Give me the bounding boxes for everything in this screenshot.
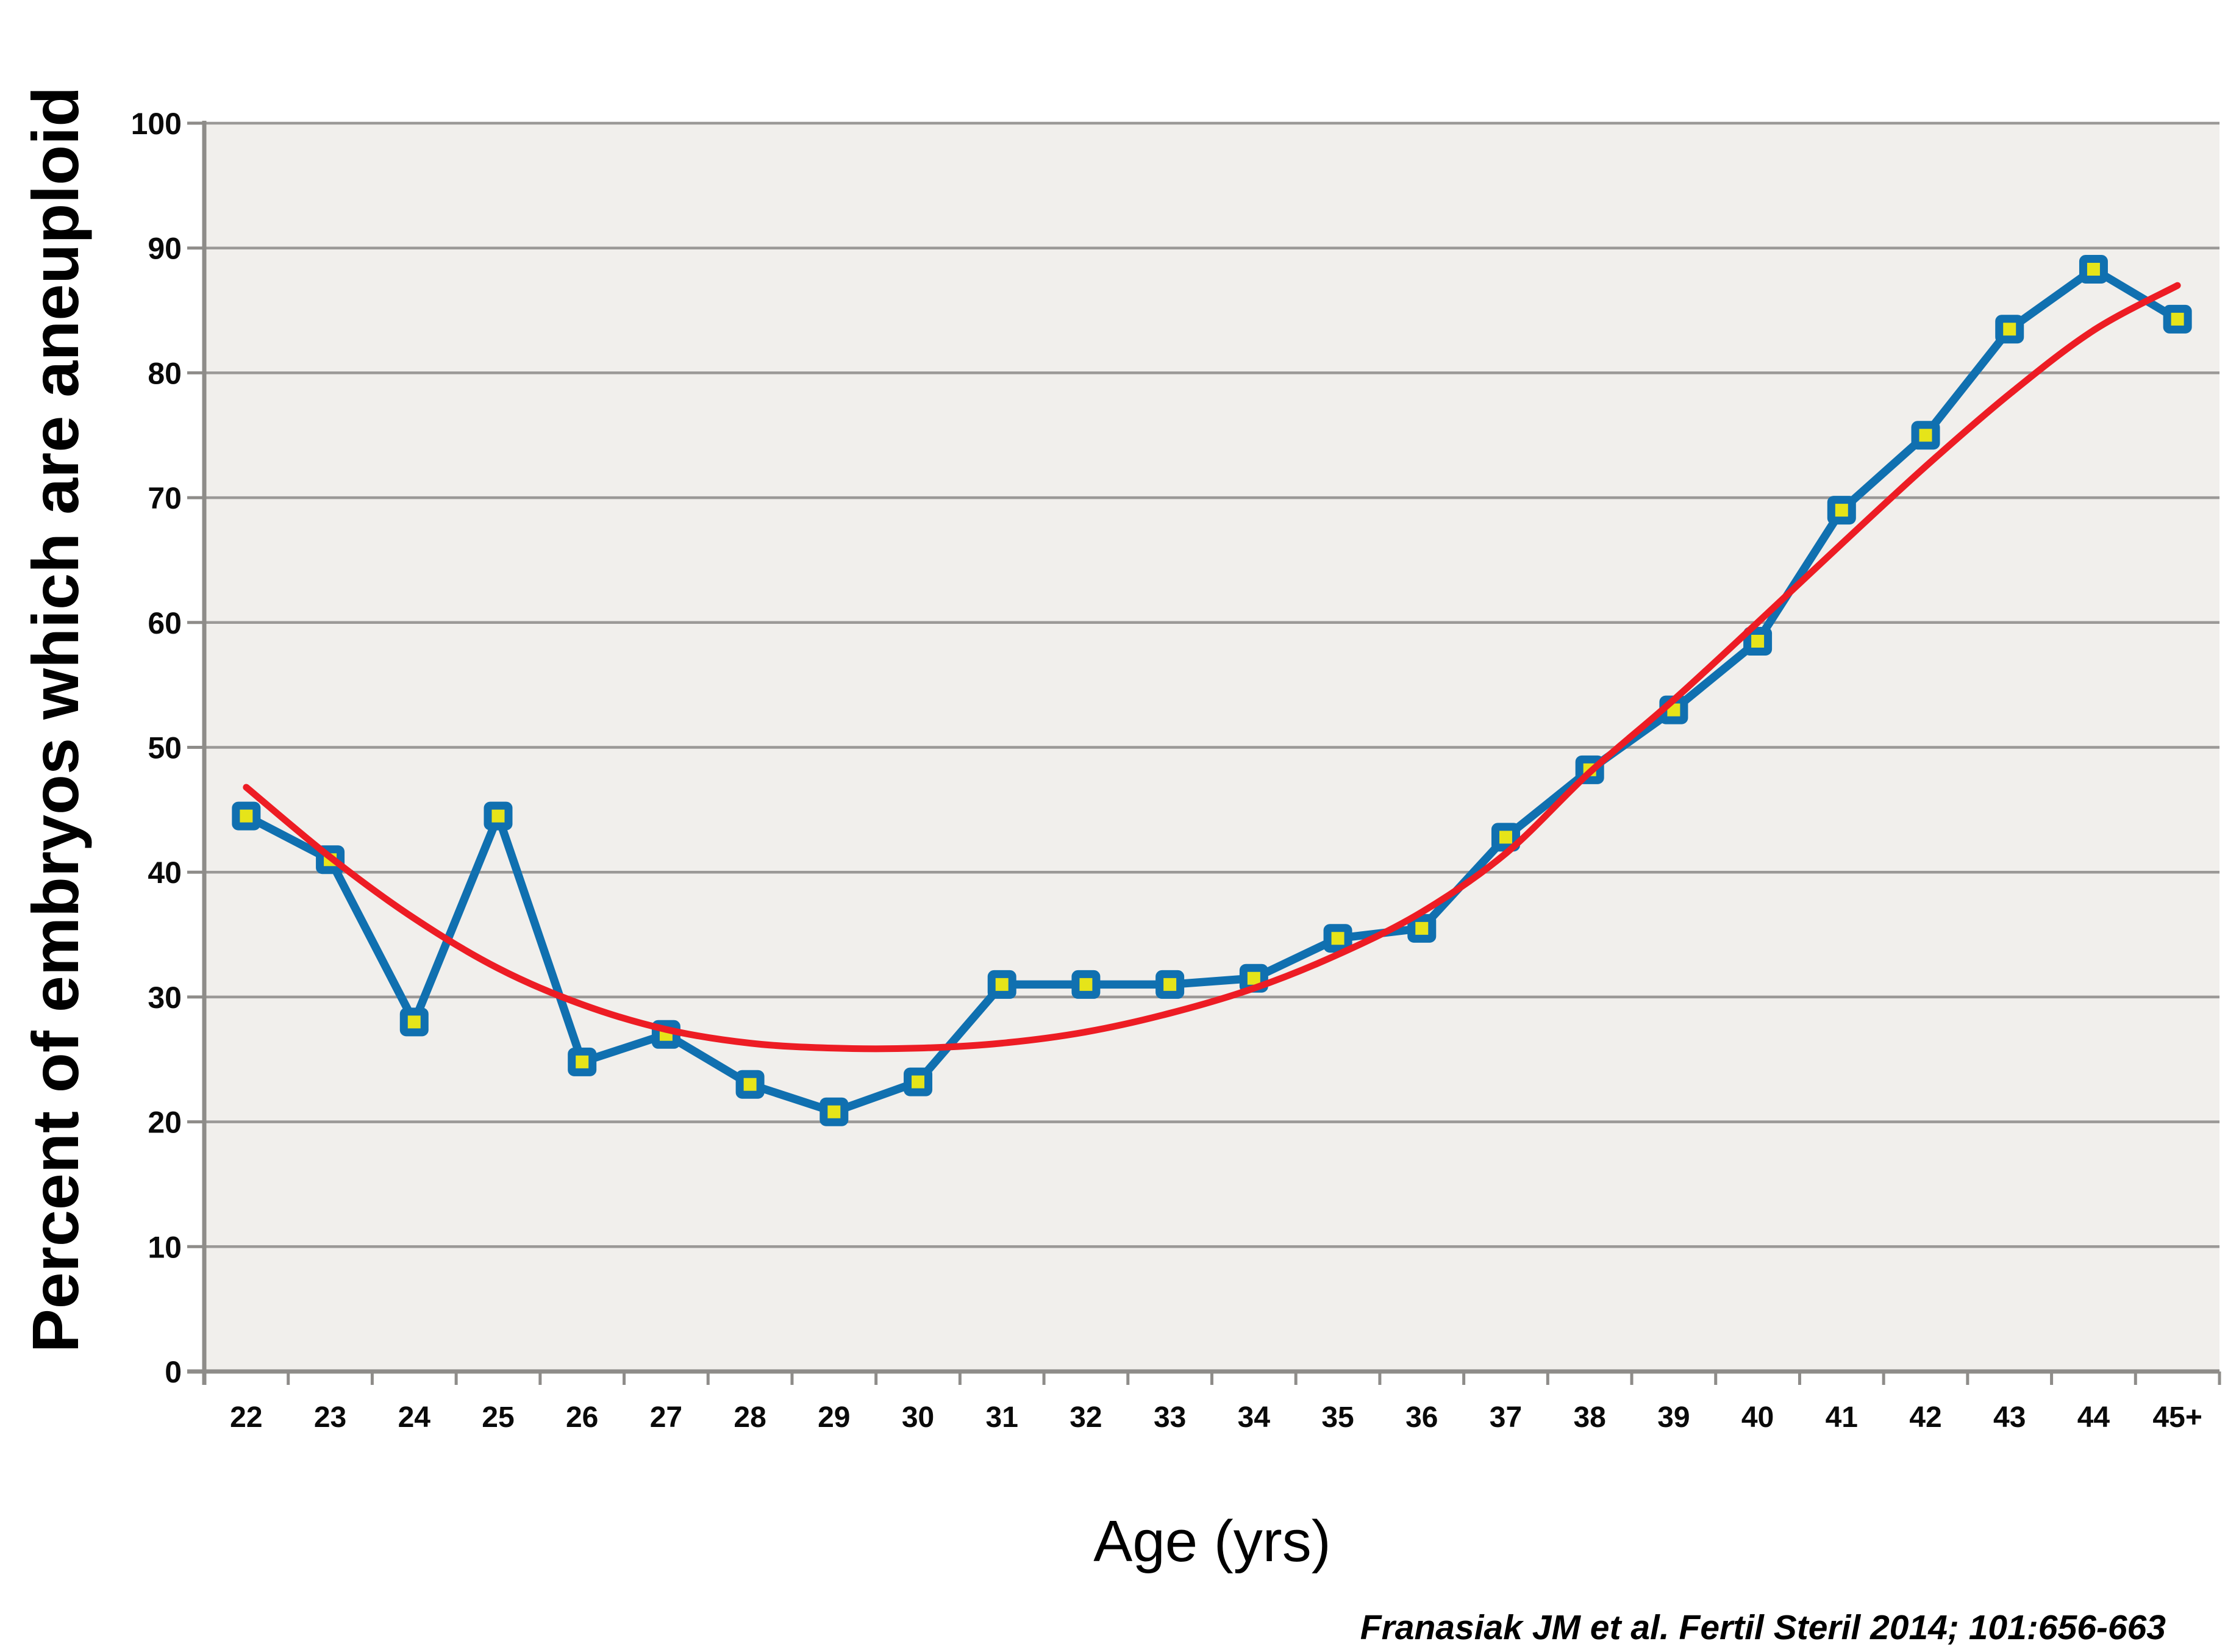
x-tick-label-23: 23 [314,1401,346,1434]
x-tick-label-32: 32 [1070,1401,1102,1434]
data-point-marker-33 [1155,970,1185,999]
x-axis-title: Age (yrs) [1093,1509,1330,1574]
observed-series-line [242,265,2182,1116]
data-point-marker-44 [2079,254,2108,284]
x-tick-label-24: 24 [398,1401,431,1434]
x-tick-label-26: 26 [566,1401,598,1434]
trendline-path [243,282,2181,1053]
data-point-marker-22 [232,801,261,831]
x-tick-label-22: 22 [230,1401,262,1434]
data-point-marker-26 [568,1047,597,1076]
data-point-marker-37 [1491,823,1520,852]
y-tick-label-100: 100 [131,107,182,141]
data-point-marker-45+ [2163,304,2192,334]
x-tick-label-36: 36 [1405,1401,1438,1434]
y-tick-label-10: 10 [148,1230,182,1264]
x-tick-label-45+: 45+ [2152,1401,2202,1434]
x-tick-label-38: 38 [1573,1401,1605,1434]
tick-labels: 0 10 20 30 40 50 60 70 80 90 100 22 23 24 25 26 27 28 29 30… [131,107,2202,1434]
x-tick-label-31: 31 [986,1401,1018,1434]
data-point-marker-28 [735,1070,765,1099]
x-tick-label-25: 25 [482,1401,514,1434]
data-point-marker-41 [1827,496,1856,525]
x-tick-label-37: 37 [1490,1401,1522,1434]
x-tick-label-27: 27 [650,1401,682,1434]
x-tick-label-40: 40 [1741,1401,1774,1434]
data-point-marker-35 [1323,924,1352,953]
x-tick-label-43: 43 [1993,1401,2026,1434]
data-point-marker-29 [820,1097,849,1126]
x-tick-label-41: 41 [1826,1401,1858,1434]
x-tick-label-29: 29 [818,1401,850,1434]
x-tick-label-33: 33 [1154,1401,1186,1434]
data-point-marker-24 [399,1007,429,1037]
data-point-marker-32 [1071,970,1101,999]
y-tick-label-0: 0 [165,1355,182,1389]
data-point-marker-42 [1911,421,1940,450]
y-tick-label-70: 70 [148,481,182,515]
x-tick-label-35: 35 [1321,1401,1354,1434]
y-tick-label-80: 80 [148,356,182,390]
x-tick-label-30: 30 [902,1401,934,1434]
data-point-marker-25 [484,801,513,831]
y-tick-label-50: 50 [148,731,182,765]
data-point-marker-31 [987,970,1016,999]
x-tick-label-28: 28 [734,1401,766,1434]
citation-text: Franasiak JM et al. Fertil Steril 2014; … [1360,1608,2166,1647]
data-point-marker-30 [904,1067,933,1096]
x-tick-label-44: 44 [2077,1401,2110,1434]
x-tick-label-34: 34 [1238,1401,1271,1434]
y-tick-label-20: 20 [148,1106,182,1140]
y-axis-title: Percent of embryos which are aneuploid [18,87,92,1353]
y-tick-label-40: 40 [148,856,182,890]
y-tick-label-90: 90 [148,232,182,266]
y-tick-label-30: 30 [148,981,182,1015]
x-tick-label-42: 42 [1909,1401,1941,1434]
data-point-marker-36 [1407,914,1437,943]
data-series [232,254,2192,1126]
axes [187,121,2221,1385]
data-point-marker-40 [1743,627,1773,656]
y-tick-label-60: 60 [148,606,182,640]
gridlines [204,121,2219,1248]
x-tick-label-39: 39 [1657,1401,1690,1434]
data-point-marker-43 [1995,315,2024,344]
